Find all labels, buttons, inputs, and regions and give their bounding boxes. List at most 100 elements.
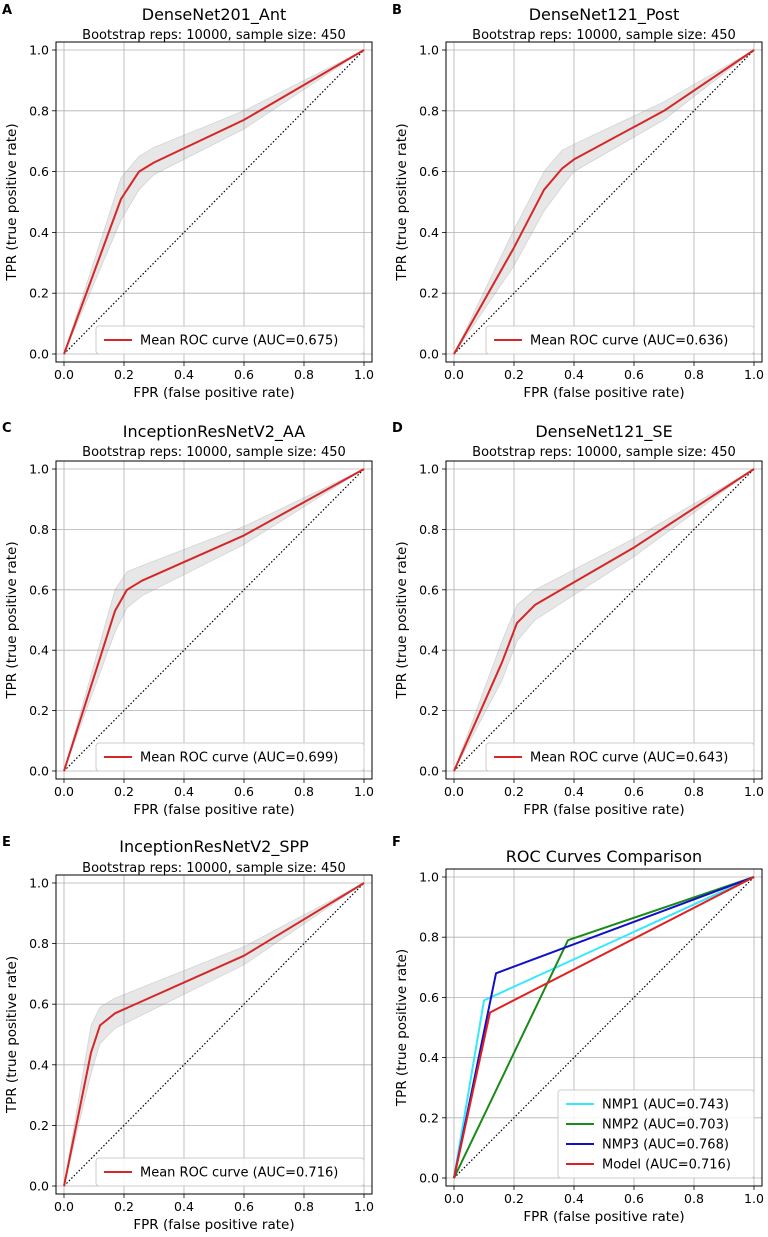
legend-box [95,742,365,772]
y-tick-label: 0.2 [29,1118,49,1133]
x-tick-label: 0.2 [114,1199,134,1214]
x-tick-label: 0.8 [294,784,314,799]
chart-title: DenseNet121_Post [529,5,680,25]
chart-subtitle: Bootstrap reps: 10000, sample size: 450 [82,28,346,43]
y-tick-label: 1.0 [419,870,439,885]
y-axis-label: TPR (true positive rate) [394,949,410,1107]
y-tick-label: 1.0 [29,462,49,477]
x-tick-label: 0.2 [504,784,524,799]
x-tick-label: 0.4 [174,1199,194,1214]
chance-diagonal [453,468,755,772]
y-axis-label: TPR (true positive rate) [394,123,410,281]
legend-box [485,742,755,772]
y-tick-label: 0.6 [419,164,439,179]
x-tick-label: 0.4 [564,784,584,799]
y-tick-label: 1.0 [419,462,439,477]
chart-title: InceptionResNetV2_SPP [119,837,309,857]
y-tick-label: 0.8 [419,522,439,537]
chart-title: DenseNet201_Ant [142,5,286,25]
x-tick-label: 0.8 [294,1199,314,1214]
y-tick-label: 0.4 [419,1050,439,1065]
y-tick-label: 0.4 [29,643,49,658]
x-tick-label: 1.0 [744,784,764,799]
plot-frame [445,460,763,780]
legend-box [557,1089,755,1179]
legend: NMP1 (AUC=0.743) NMP2 (AUC=0.703) NMP3 (AU… [557,1089,755,1179]
y-tick-label: 0.6 [419,582,439,597]
y-tick-label: 0.6 [419,990,439,1005]
y-tick-label: 1.0 [29,43,49,58]
y-tick-label: 0.8 [29,936,49,951]
y-tick-label: 0.4 [419,225,439,240]
legend: Mean ROC curve (AUC=0.675) [95,325,365,355]
chart-panel-b: B DenseNet121_Post Bootstrap reps: 10000, … [392,3,764,401]
x-tick-label: 0.8 [294,367,314,382]
x-tick-label: 0.0 [54,367,74,382]
y-tick-label: 0.8 [419,930,439,945]
x-tick-label: 1.0 [354,784,374,799]
legend-label: NMP3 (AUC=0.768) [602,1138,729,1153]
x-tick-label: 0.6 [624,367,644,382]
panel-letter: E [2,835,11,850]
legend-label: Mean ROC curve (AUC=0.643) [530,751,728,766]
series-line [63,49,365,355]
x-tick-label: 0.6 [234,784,254,799]
y-tick-label: 0.2 [29,703,49,718]
series-line [453,468,755,772]
x-tick-label: 0.6 [624,784,644,799]
series-line [63,468,365,772]
plot-frame [55,41,373,363]
x-tick-label: 0.4 [564,1191,584,1206]
y-tick-label: 0.4 [419,643,439,658]
chance-diagonal [63,882,365,1187]
chart-title: DenseNet121_SE [535,422,672,442]
chart-subtitle: Bootstrap reps: 10000, sample size: 450 [82,445,346,460]
legend-label: Mean ROC curve (AUC=0.675) [140,334,338,349]
x-tick-label: 1.0 [744,1191,764,1206]
series-line [453,876,755,1179]
x-tick-label: 0.8 [684,784,704,799]
x-tick-label: 0.2 [504,367,524,382]
x-axis-label: FPR (false positive rate) [523,1209,684,1225]
y-axis-label: TPR (true positive rate) [394,541,410,699]
x-tick-label: 0.2 [114,367,134,382]
y-tick-label: 0.0 [419,347,439,362]
legend-label: NMP1 (AUC=0.743) [602,1098,729,1113]
series-line [453,49,755,355]
x-tick-label: 0.0 [444,1191,464,1206]
x-axis-label: FPR (false positive rate) [523,385,684,401]
y-axis-label: TPR (true positive rate) [4,123,20,281]
chart-panel-e: E InceptionResNetV2_SPP Bootstrap reps: 10… [2,835,374,1233]
panel-letter: C [2,421,12,436]
x-tick-label: 1.0 [354,367,374,382]
y-tick-label: 0.0 [419,1171,439,1186]
chance-diagonal [63,468,365,772]
legend: Mean ROC curve (AUC=0.643) [485,742,755,772]
x-tick-label: 0.0 [444,367,464,382]
legend-box [95,1157,365,1187]
legend-label: NMP2 (AUC=0.703) [602,1118,729,1133]
x-tick-label: 0.0 [54,1199,74,1214]
y-tick-label: 0.8 [29,522,49,537]
chart-panel-f: F ROC Curves Comparison 0.0 0.0 0.2 0.2 0.4 0.4… [392,835,764,1225]
chart-title: ROC Curves Comparison [506,847,702,866]
legend-label: Mean ROC curve (AUC=0.636) [530,334,728,349]
chance-diagonal [63,49,365,355]
y-tick-label: 0.0 [29,1179,49,1194]
x-axis-label: FPR (false positive rate) [523,802,684,818]
panel-letter: A [2,3,12,18]
y-tick-label: 1.0 [419,43,439,58]
x-axis-label: FPR (false positive rate) [133,1217,294,1233]
legend-box [95,325,365,355]
y-tick-label: 0.6 [29,582,49,597]
y-tick-label: 0.0 [29,347,49,362]
x-tick-label: 0.6 [624,1191,644,1206]
series-line [453,876,755,1179]
plot-frame [55,460,373,780]
y-tick-label: 0.6 [29,997,49,1012]
y-tick-label: 0.2 [29,286,49,301]
x-axis-label: FPR (false positive rate) [133,385,294,401]
y-tick-label: 0.8 [419,103,439,118]
legend: Mean ROC curve (AUC=0.716) [95,1157,365,1187]
x-tick-label: 0.0 [54,784,74,799]
